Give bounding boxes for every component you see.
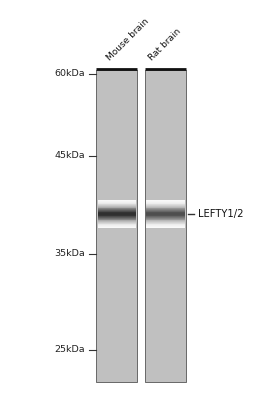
Bar (98, 207, 136, 208)
Bar (98, 225, 136, 226)
Bar (98, 210, 136, 211)
Bar (98, 219, 136, 220)
Bar (146, 203, 185, 204)
Bar (146, 202, 185, 203)
Bar (146, 220, 185, 221)
Bar (98, 212, 136, 213)
Bar (98, 213, 136, 214)
Text: Rat brain: Rat brain (146, 26, 182, 62)
Bar (98, 203, 136, 204)
Bar (98, 200, 136, 201)
Bar (146, 212, 185, 213)
Bar (98, 217, 136, 218)
Text: Mouse brain: Mouse brain (105, 16, 151, 62)
Bar (98, 221, 136, 222)
Bar (146, 213, 185, 214)
Bar (98, 216, 136, 217)
Bar (146, 211, 185, 212)
Bar (146, 210, 185, 211)
Bar (98, 215, 136, 216)
Text: LEFTY1/2: LEFTY1/2 (198, 209, 243, 219)
Bar (146, 209, 185, 210)
Text: 25kDa: 25kDa (54, 346, 85, 354)
Bar (146, 221, 185, 222)
Bar (146, 217, 185, 218)
Bar (146, 216, 185, 217)
Bar (145, 70, 186, 382)
Bar (98, 220, 136, 221)
Bar (146, 215, 185, 216)
Bar (98, 222, 136, 223)
Bar (146, 207, 185, 208)
Bar (98, 224, 136, 225)
Bar (98, 209, 136, 210)
Bar (98, 211, 136, 212)
Bar (146, 227, 185, 228)
Bar (98, 208, 136, 209)
Bar (98, 227, 136, 228)
Bar (146, 214, 185, 215)
Bar (146, 226, 185, 227)
Bar (146, 208, 185, 209)
Bar (146, 224, 185, 225)
Bar (98, 218, 136, 219)
Bar (98, 201, 136, 202)
Bar (96, 70, 137, 382)
Bar (98, 205, 136, 206)
Bar (146, 219, 185, 220)
Bar (146, 206, 185, 207)
Text: 45kDa: 45kDa (54, 152, 85, 160)
Bar (98, 214, 136, 215)
Bar (146, 218, 185, 219)
Text: 35kDa: 35kDa (54, 250, 85, 258)
Bar (98, 204, 136, 205)
Bar (146, 201, 185, 202)
Bar (98, 226, 136, 227)
Bar (146, 205, 185, 206)
Bar (98, 223, 136, 224)
Bar (146, 223, 185, 224)
Text: 60kDa: 60kDa (54, 70, 85, 78)
Bar (146, 222, 185, 223)
Bar (98, 202, 136, 203)
Bar (146, 204, 185, 205)
Bar (146, 225, 185, 226)
Bar (98, 206, 136, 207)
Bar (146, 200, 185, 201)
